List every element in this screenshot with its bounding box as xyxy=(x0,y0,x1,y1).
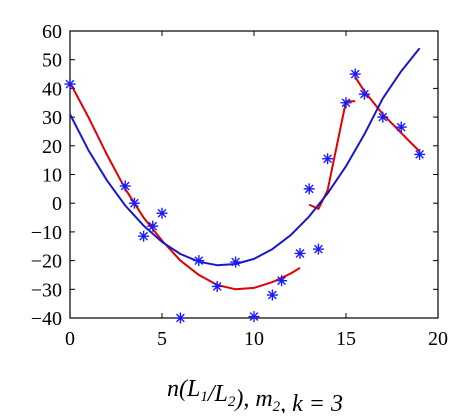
y-tick-label: −20 xyxy=(31,251,62,273)
marker-stroke xyxy=(396,122,406,132)
data-point-marker xyxy=(377,111,389,123)
marker-stroke xyxy=(341,98,351,108)
data-point-marker xyxy=(395,121,407,133)
marker-stroke xyxy=(249,312,259,321)
x-tick-label: 0 xyxy=(65,328,75,350)
marker-stroke xyxy=(268,290,277,300)
marker-stroke xyxy=(314,244,323,254)
y-tick-label: 50 xyxy=(42,50,62,72)
x-axis-title-subscript: 2 xyxy=(228,394,236,410)
marker-stroke xyxy=(231,257,240,267)
data-point-marker xyxy=(230,256,242,268)
marker-stroke xyxy=(350,69,360,79)
data-point-marker xyxy=(322,153,334,165)
x-axis-title-subscript: 1 xyxy=(200,389,208,405)
marker-stroke xyxy=(139,231,148,241)
series-line-3 xyxy=(354,76,421,153)
y-tick-label: 30 xyxy=(42,107,62,129)
data-point-marker xyxy=(211,280,223,292)
lines-group xyxy=(69,47,421,291)
series-line-1 xyxy=(69,82,301,291)
marker-stroke xyxy=(277,276,286,286)
y-tick-label: −30 xyxy=(31,279,62,301)
y-tick-label: 40 xyxy=(42,78,62,100)
data-point-marker xyxy=(174,312,186,324)
marker-stroke xyxy=(415,150,424,159)
marker-stroke xyxy=(212,282,222,291)
marker-stroke xyxy=(130,198,139,208)
y-tick-label: 60 xyxy=(42,21,62,43)
data-point-marker xyxy=(147,220,159,232)
x-axis-title: n(L1/L2), m2, k = 3 xyxy=(167,376,343,413)
marker-stroke xyxy=(360,89,369,99)
data-point-marker xyxy=(266,289,278,301)
data-point-marker xyxy=(294,247,306,259)
marker-stroke xyxy=(378,112,388,122)
marker-stroke xyxy=(157,208,167,218)
marker-stroke xyxy=(120,181,130,191)
data-point-marker xyxy=(340,97,352,109)
axes-group: 0 5 10 15 20 −40 −30 −20 −10 0 10 20 30 40 50 60 xyxy=(31,21,448,350)
y-tick-label: 20 xyxy=(42,136,62,158)
marker-stroke xyxy=(194,256,204,265)
y-tick-label: −40 xyxy=(31,308,62,330)
marker-stroke xyxy=(176,313,185,323)
y-tick-label: 0 xyxy=(52,193,62,215)
marker-stroke xyxy=(304,184,314,194)
marker-stroke xyxy=(65,79,75,89)
x-axis-title-subscript: 2 xyxy=(273,399,281,413)
data-point-marker xyxy=(276,275,288,287)
marker-stroke xyxy=(148,221,158,231)
series-line-4 xyxy=(69,47,421,267)
series-line-2 xyxy=(308,100,356,210)
x-tick-label: 5 xyxy=(157,328,167,350)
y-tick-label: 10 xyxy=(42,165,62,187)
x-tick-label: 15 xyxy=(336,328,356,350)
x-tick-label: 20 xyxy=(428,328,448,350)
marker-stroke xyxy=(295,249,305,258)
data-point-marker xyxy=(64,78,76,90)
x-axis-title-part: n(L xyxy=(167,376,200,402)
marker-stroke xyxy=(323,154,332,164)
data-point-marker xyxy=(138,230,150,242)
data-point-marker xyxy=(156,207,168,219)
points-group xyxy=(64,68,426,324)
plot-frame xyxy=(69,30,439,319)
x-axis-title-part: /L xyxy=(206,381,228,407)
data-point-marker xyxy=(349,68,361,80)
x-axis-title-part: , k = 3 xyxy=(280,391,343,413)
data-point-marker xyxy=(248,311,260,323)
data-point-marker xyxy=(312,243,324,255)
data-point-marker xyxy=(358,88,370,100)
data-point-marker xyxy=(414,148,426,160)
x-tick-label: 10 xyxy=(244,328,264,350)
data-point-marker xyxy=(128,197,140,209)
data-point-marker xyxy=(193,255,205,267)
data-point-marker xyxy=(119,180,131,192)
y-tick-label: −10 xyxy=(31,222,62,244)
x-axis-title-part: ), m xyxy=(233,386,272,412)
data-point-marker xyxy=(303,183,315,195)
